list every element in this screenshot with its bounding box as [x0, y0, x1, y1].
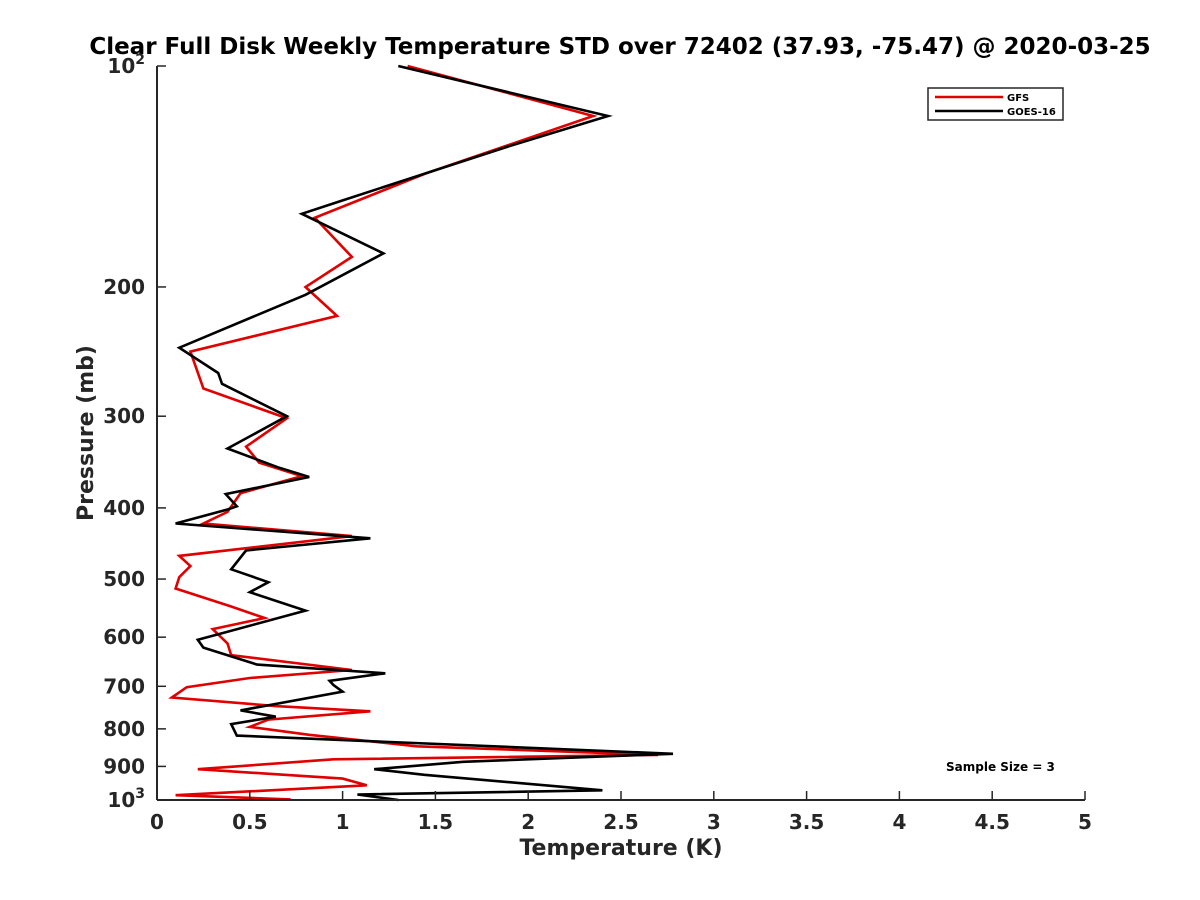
x-tick-label: 1	[336, 810, 350, 834]
y-tick-label: 400	[103, 496, 145, 520]
x-tick-label: 4	[892, 810, 906, 834]
x-tick-label: 3	[707, 810, 721, 834]
sample-size-annotation: Sample Size = 3	[946, 760, 1055, 774]
x-tick-label: 5	[1078, 810, 1092, 834]
legend-box	[927, 87, 1064, 121]
x-tick-label: 1.5	[418, 810, 453, 834]
x-tick-label: 3.5	[789, 810, 824, 834]
x-tick-label: 0	[150, 810, 164, 834]
y-axis-title: Pressure (mb)	[74, 345, 99, 521]
chart-title: Clear Full Disk Weekly Temperature STD o…	[89, 34, 1150, 60]
x-tick-label: 4.5	[974, 810, 1009, 834]
y-tick-label: 900	[103, 754, 145, 778]
legend-label-goes16: GOES-16	[1007, 107, 1056, 118]
series-layer	[168, 64, 674, 802]
series-line-gfs	[168, 64, 659, 801]
y-tick-label: 200	[103, 275, 145, 299]
x-axis-ticks: 0 0.5 1 1.5 2 2.5 3 3.5 4 4.5 5	[150, 791, 1092, 834]
x-axis-title: Temperature (K)	[519, 836, 722, 861]
legend: GFS GOES-16	[927, 87, 1064, 121]
x-tick-label: 2	[521, 810, 535, 834]
x-tick-label: 2.5	[603, 810, 638, 834]
y-tick-label: 300	[103, 404, 145, 428]
y-tick-label: 700	[103, 674, 145, 698]
legend-label-gfs: GFS	[1007, 93, 1029, 104]
x-tick-label: 0.5	[232, 810, 267, 834]
y-tick-label: 800	[103, 717, 145, 741]
y-tick-label: 500	[103, 567, 145, 591]
y-tick-label: 600	[103, 625, 145, 649]
series-line-goes16	[175, 64, 674, 802]
